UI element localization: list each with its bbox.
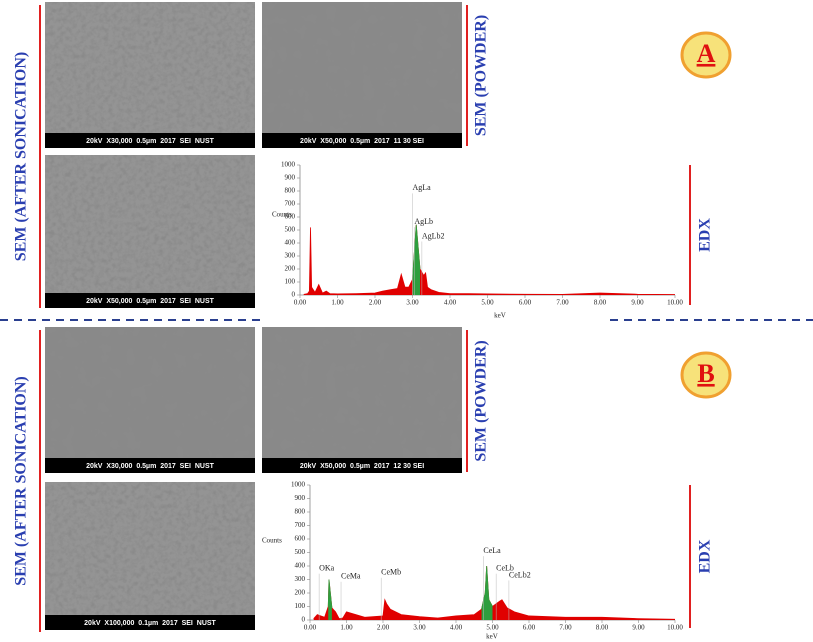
- y-tick-label: 1000: [281, 161, 296, 169]
- sem-image: [45, 155, 255, 308]
- peak-annotation: AgLa: [413, 183, 432, 192]
- y-tick-label: 500: [285, 226, 296, 234]
- image-caption: 20kV X30,000 0.5µm 2017 SEI NUST: [86, 463, 214, 470]
- y-tick-label: 400: [295, 562, 306, 570]
- image-caption: 20kV X100,000 0.1µm 2017 SEI NUST: [84, 620, 216, 627]
- peak-annotation: CeLa: [483, 546, 501, 555]
- y-tick-label: 800: [285, 187, 296, 195]
- x-tick-label: 8.00: [594, 299, 607, 307]
- image-caption: 20kV X50,000 0.5µm 2017 12 30 SEI: [300, 463, 424, 470]
- peak-annotation: AgLb2: [422, 231, 445, 240]
- panel-label: A: [697, 39, 716, 68]
- panel-label: B: [697, 359, 714, 388]
- sem-image: [45, 2, 255, 148]
- x-tick-label: 2.00: [369, 299, 382, 307]
- y-tick-label: 0: [292, 291, 296, 299]
- x-tick-label: 6.00: [519, 299, 532, 307]
- y-tick-label: 100: [285, 278, 296, 286]
- y-tick-label: 300: [285, 252, 296, 260]
- y-tick-label: 100: [295, 602, 306, 610]
- peak-annotation: CeMa: [341, 572, 361, 581]
- sem-image: [262, 327, 462, 473]
- scale-bar-strip: [45, 615, 255, 630]
- side-label: SEM (AFTER SONICATION): [13, 376, 30, 586]
- y-tick-label: 1000: [291, 481, 306, 489]
- y-tick-label: 900: [285, 174, 296, 182]
- x-tick-label: 0.00: [304, 624, 317, 632]
- y-tick-label: 200: [285, 265, 296, 273]
- x-axis-label: keV: [494, 312, 506, 320]
- side-label: EDX: [697, 218, 714, 252]
- y-tick-label: 300: [295, 575, 306, 583]
- side-label: SEM (POWDER): [473, 15, 490, 136]
- x-tick-label: 4.00: [444, 299, 457, 307]
- spectrum-line: [303, 224, 676, 295]
- spectrum-line: [412, 224, 421, 280]
- y-tick-label: 200: [295, 589, 306, 597]
- image-caption: 20kV X50,000 0.5µm 2017 SEI NUST: [86, 298, 214, 305]
- y-axis-label: Counts: [262, 537, 282, 545]
- peak-annotation: AgLb: [414, 217, 433, 226]
- peak-annotation: CeLb2: [509, 570, 531, 579]
- x-tick-label: 3.00: [406, 299, 419, 307]
- panel-badge: [680, 31, 732, 79]
- y-tick-label: 0: [302, 616, 306, 624]
- scale-bar-strip: [45, 133, 255, 148]
- x-tick-label: 2.00: [377, 624, 390, 632]
- x-tick-label: 6.00: [523, 624, 536, 632]
- y-tick-label: 400: [285, 239, 296, 247]
- y-tick-label: 800: [295, 508, 306, 516]
- scale-bar-strip: [262, 458, 462, 473]
- x-tick-label: 8.00: [596, 624, 609, 632]
- peak-annotation: CeLb: [496, 564, 514, 573]
- x-tick-label: 9.00: [632, 624, 645, 632]
- side-label: SEM (AFTER SONICATION): [13, 52, 30, 262]
- image-caption: 20kV X50,000 0.5µm 2017 11 30 SEI: [300, 138, 424, 145]
- sem-image: [262, 2, 462, 148]
- side-label: EDX: [697, 539, 714, 573]
- peak-annotation: CeMb: [381, 568, 401, 577]
- sem-image: [45, 327, 255, 473]
- x-tick-label: 7.00: [556, 299, 569, 307]
- area-fill: [303, 224, 675, 295]
- y-tick-label: 700: [285, 200, 296, 208]
- x-tick-label: 1.00: [331, 299, 344, 307]
- scale-bar-strip: [262, 133, 462, 148]
- x-tick-label: 1.00: [340, 624, 353, 632]
- y-tick-label: 600: [285, 213, 296, 221]
- spectrum-line: [327, 565, 493, 610]
- image-caption: 20kV X30,000 0.5µm 2017 SEI NUST: [86, 138, 214, 145]
- x-tick-label: 4.00: [450, 624, 463, 632]
- x-tick-label: 9.00: [631, 299, 644, 307]
- x-tick-label: 10.00: [667, 624, 683, 632]
- area-fill: [313, 566, 675, 620]
- side-label: SEM (POWDER): [473, 340, 490, 461]
- peak-annotation: OKa: [319, 564, 335, 573]
- x-tick-label: 5.00: [486, 624, 499, 632]
- y-tick-label: 900: [295, 494, 306, 502]
- scale-bar-strip: [45, 293, 255, 308]
- panel-badge: [680, 351, 732, 399]
- y-tick-label: 600: [295, 535, 306, 543]
- x-axis-label: keV: [486, 633, 498, 641]
- y-axis-label: Counts: [272, 211, 292, 219]
- x-tick-label: 0.00: [294, 299, 307, 307]
- scale-bar-strip: [45, 458, 255, 473]
- x-tick-label: 5.00: [481, 299, 494, 307]
- y-tick-label: 700: [295, 521, 306, 529]
- x-tick-label: 3.00: [413, 624, 426, 632]
- sem-image: [45, 482, 255, 630]
- x-tick-label: 10.00: [667, 299, 683, 307]
- x-tick-label: 7.00: [559, 624, 572, 632]
- y-tick-label: 500: [295, 548, 306, 556]
